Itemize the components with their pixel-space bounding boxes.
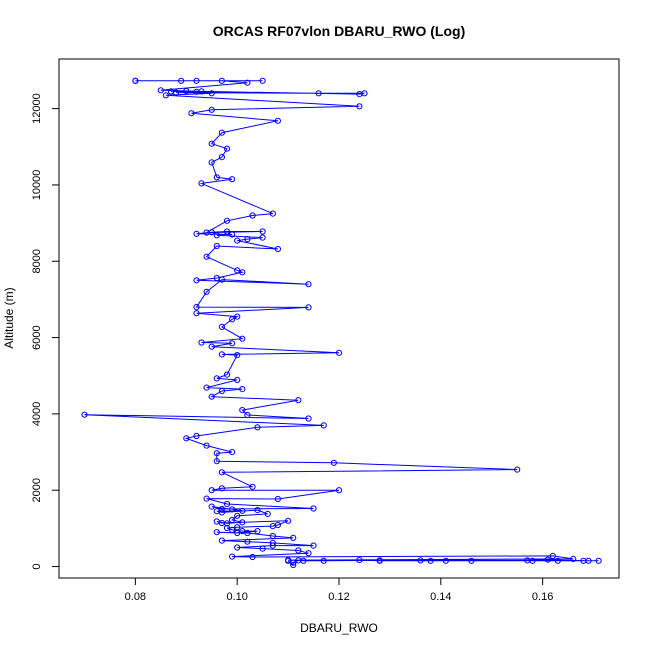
series-points [82,78,601,567]
x-tick-label: 0.12 [328,591,349,603]
x-tick-label: 0.14 [430,591,451,603]
x-axis: 0.08 0.10 0.12 0.14 0.16 [125,578,554,603]
y-tick-label: 2000 [31,478,43,502]
y-axis-label: Altitude (m) [2,287,16,348]
y-axis: 0 2000 4000 6000 8000 10000 12000 [31,93,59,569]
y-tick-label: 8000 [31,249,43,273]
y-tick-label: 4000 [31,402,43,426]
chart-title: ORCAS RF07vlon DBARU_RWO (Log) [213,23,466,39]
y-tick-label: 0 [31,563,43,569]
y-tick-label: 6000 [31,325,43,349]
plot-frame [59,59,619,578]
x-tick-label: 0.10 [226,591,247,603]
y-tick-label: 12000 [31,93,43,124]
series-line [85,81,599,565]
x-tick-label: 0.16 [532,591,553,603]
x-axis-label: DBARU_RWO [300,621,378,635]
x-tick-label: 0.08 [125,591,146,603]
series-path [85,81,599,565]
y-tick-label: 10000 [31,170,43,201]
